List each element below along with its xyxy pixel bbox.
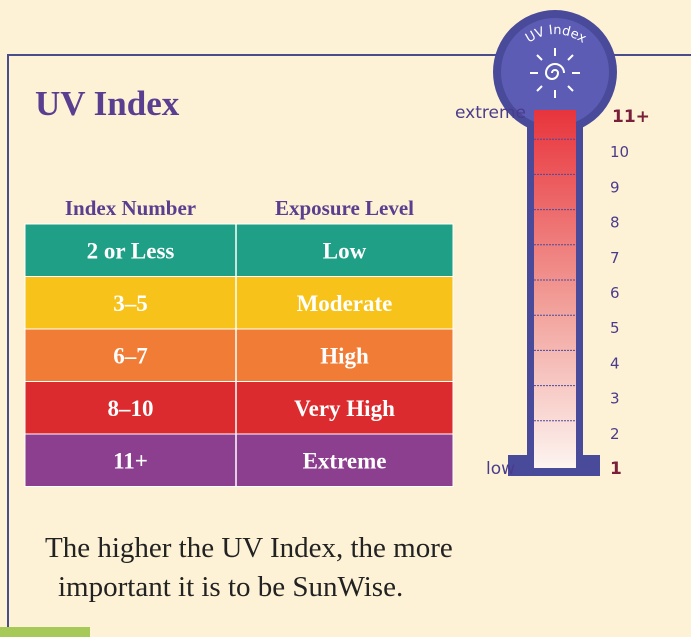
footer-line: important it is to be SunWise. [58, 571, 403, 603]
title: UV Index [35, 84, 180, 123]
scale-label: 3 [610, 390, 620, 408]
scale-label: 11+ [612, 107, 650, 127]
uv-table: Index Number Exposure Level 2 or Less Low 3–… [25, 196, 453, 487]
table-row [25, 434, 453, 487]
table-row [25, 329, 453, 382]
low-label: low [486, 459, 515, 479]
table-cell: 3–5 [113, 291, 148, 316]
scale-label: 1 [610, 459, 622, 479]
infographic: UV Index Index Number Exposure Level 2 or … [0, 0, 691, 637]
table-cell: 6–7 [113, 343, 148, 368]
extreme-label: extreme [455, 103, 526, 123]
scale-label: 7 [610, 249, 620, 267]
scale-label: 2 [610, 425, 620, 443]
scale-label: 6 [610, 284, 620, 302]
footer-line: The higher the UV Index, the more [45, 532, 453, 564]
table-cell: 11+ [113, 448, 148, 473]
scale-label: 8 [610, 214, 620, 232]
table-cell: Very High [294, 396, 395, 421]
table-cell: Moderate [297, 291, 393, 316]
tube-fill [534, 110, 576, 468]
corner-tab [0, 627, 90, 637]
column-header: Index Number [65, 196, 196, 220]
table-cell: 8–10 [108, 396, 154, 421]
scale-label: 9 [610, 178, 620, 196]
scale-label: 5 [610, 319, 620, 337]
scale-label: 10 [610, 143, 629, 161]
table-cell: High [320, 343, 369, 368]
table-cell: Extreme [303, 448, 387, 473]
scale-label: 4 [610, 354, 620, 372]
table-cell: Low [323, 238, 367, 263]
table-cell: 2 or Less [87, 238, 175, 263]
column-header: Exposure Level [275, 196, 414, 220]
